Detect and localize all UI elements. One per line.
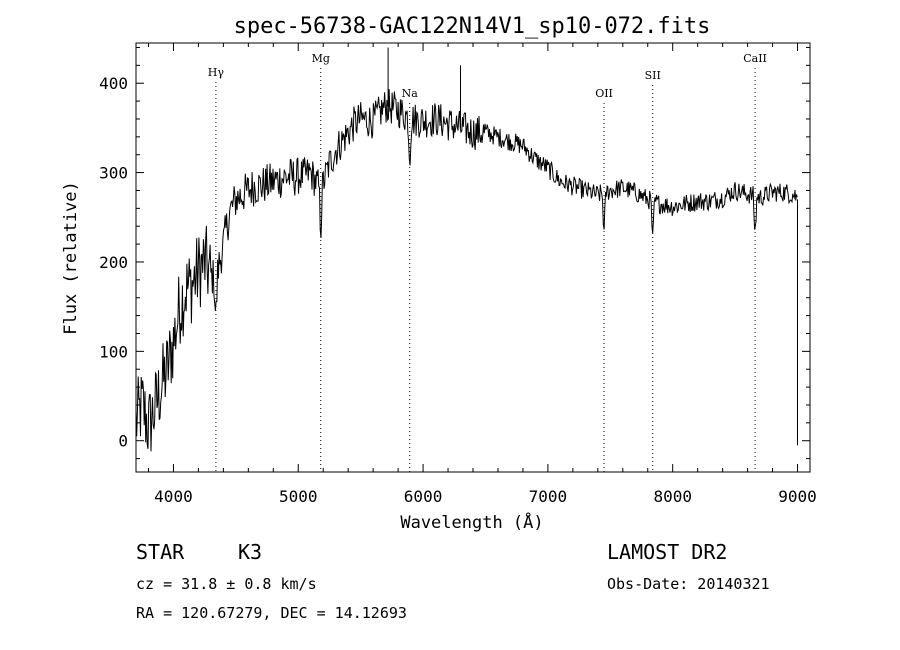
line-marker-label: SII [645, 69, 661, 82]
x-axis: 4000 5000 6000 7000 8000 9000 [147, 43, 817, 506]
x-tick-label: 8000 [653, 487, 692, 506]
x-tick-label: 6000 [404, 487, 443, 506]
y-tick-label: 100 [99, 342, 128, 361]
x-tick-label: 5000 [279, 487, 318, 506]
plot-frame [135, 42, 811, 473]
x-tick-label: 7000 [529, 487, 568, 506]
x-tick-label: 4000 [154, 487, 193, 506]
y-axis-label: Flux (relative) [61, 181, 81, 335]
line-marker-label: Hγ [208, 66, 225, 79]
chart-title: spec-56738-GAC122N14V1_sp10-072.fits [234, 14, 711, 39]
line-marker-label: CaII [743, 52, 767, 65]
spectrum-line [135, 47, 798, 452]
redshift-text: cz = 31.8 ± 0.8 km/s [136, 575, 317, 593]
y-tick-label: 200 [99, 253, 128, 272]
y-tick-label: 400 [99, 74, 128, 93]
spectral-subclass: K3 [238, 540, 263, 564]
line-markers: Hγ Mg Na OII SII CaII [208, 52, 767, 472]
line-marker-label: Mg [312, 52, 330, 65]
survey-label: LAMOST DR2 [607, 540, 728, 564]
line-marker-label: OII [595, 87, 613, 100]
x-axis-label: Wavelength (Å) [400, 511, 543, 533]
line-marker-label: Na [402, 87, 419, 100]
y-tick-label: 300 [99, 164, 128, 183]
y-axis: 0 100 200 300 400 [99, 46, 810, 460]
object-class: STAR [136, 540, 185, 564]
obs-date-text: Obs-Date: 20140321 [607, 575, 770, 593]
coordinates-text: RA = 120.67279, DEC = 14.12693 [136, 604, 407, 622]
y-tick-label: 0 [118, 432, 128, 451]
x-tick-label: 9000 [778, 487, 817, 506]
